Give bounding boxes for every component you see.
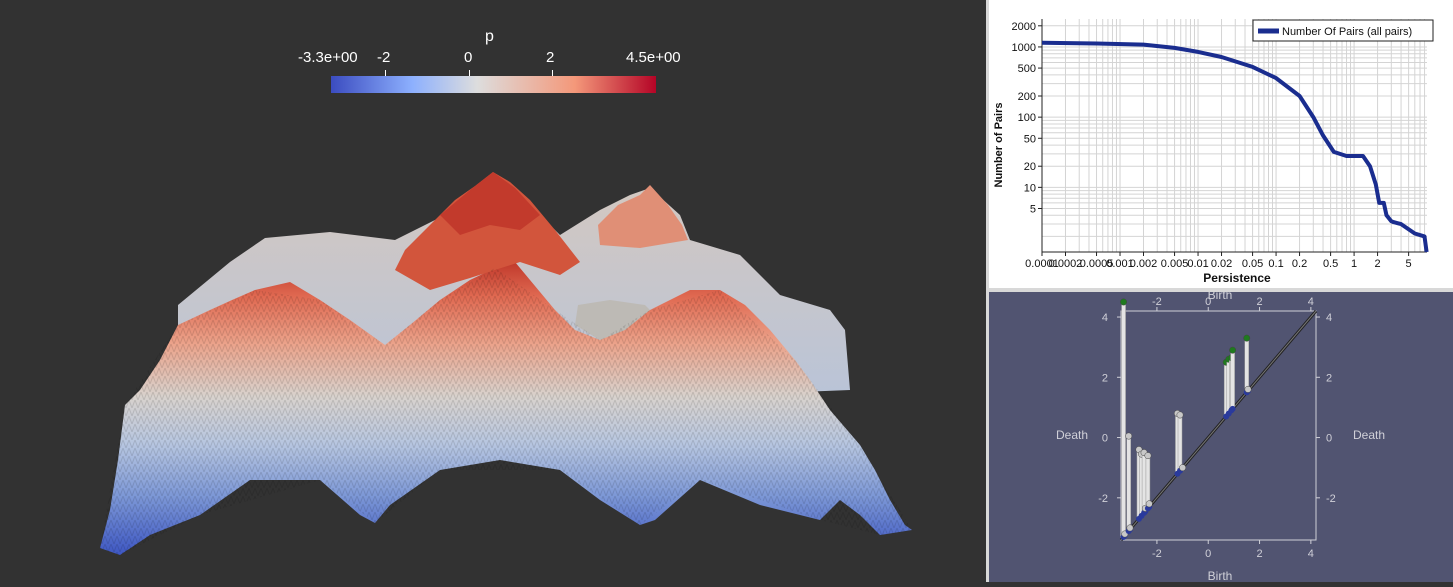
pd-pair (1120, 298, 1128, 540)
persistence-diagram-view[interactable]: -2 -2 -2 -2 0 0 0 0 2 2 2 2 4 4 4 4 Birth Birth Death D… (989, 288, 1453, 583)
x-tick-label: 0.02 (1211, 258, 1232, 270)
scalar-bar-min-label: -3.3e+00 (298, 49, 358, 66)
y-tick-label: 20 (1024, 161, 1036, 173)
y-tick-label: 200 (1018, 91, 1036, 103)
x-tick-label: 0.0002 (1049, 258, 1083, 270)
y-tick-label: 500 (1018, 63, 1036, 75)
scalar-bar-title: p (485, 28, 494, 45)
x-tick-label: 0.01 (1187, 258, 1208, 270)
pd-pair (1244, 385, 1252, 394)
y-tick-label: 2000 (1012, 21, 1036, 33)
pd-x-label-top: Birth (1208, 292, 1233, 302)
x-axis-title: Persistence (1203, 271, 1271, 285)
y-tick-label: 50 (1024, 133, 1036, 145)
x-tick-label: 0.1 (1268, 258, 1283, 270)
pd-tick-label: 2 (1256, 296, 1262, 308)
line-chart-view[interactable]: 0.0001 0.0002 0.0005 0.001 0.002 0.005 0.01 0.0… (989, 0, 1453, 288)
pd-tick-label: 2 (1102, 372, 1108, 384)
legend-entry: Number Of Pairs (all pairs) (1282, 26, 1412, 38)
view-splitter-horizontal[interactable] (989, 288, 1453, 292)
pd-pair (1125, 432, 1133, 534)
x-tick-label: 0.05 (1242, 258, 1263, 270)
scalar-bar-tick: -2 (377, 49, 391, 66)
pd-y-label-right: Death (1353, 428, 1385, 442)
pd-tick-label: 4 (1308, 548, 1314, 560)
x-tick-label: 2 (1375, 258, 1381, 270)
pd-x-label-bottom: Birth (1208, 569, 1233, 582)
pd-tick-label: -2 (1326, 493, 1336, 505)
pd-tick-label: -2 (1152, 548, 1162, 560)
pd-tick-label: 4 (1102, 312, 1108, 324)
y-tick-label: 100 (1018, 112, 1036, 124)
pd-pair (1145, 500, 1153, 510)
chart-series (1041, 40, 1429, 253)
pd-tick-label: 2 (1326, 372, 1332, 384)
pd-tick-label: -2 (1098, 493, 1108, 505)
y-axis-title: Number of Pairs (993, 103, 1005, 188)
x-tick-label: 0.005 (1161, 258, 1189, 270)
x-tick-label: 0.0005 (1080, 258, 1114, 270)
chart-legend[interactable]: Number Of Pairs (all pairs) (1252, 19, 1434, 42)
pd-pairs (1120, 298, 1252, 540)
red-peak (395, 172, 580, 290)
x-tick-label: 0.002 (1130, 258, 1158, 270)
scalar-bar-tick: 2 (546, 49, 555, 66)
scalar-bar-gradient (331, 76, 656, 93)
x-tick-label: 1 (1351, 258, 1357, 270)
y-tick-label: 10 (1024, 182, 1036, 194)
pd-pair (1176, 411, 1184, 474)
pd-tick-label: 0 (1326, 433, 1332, 445)
x-tick-label: 5 (1406, 258, 1412, 270)
pd-pair (1126, 524, 1134, 533)
view-splitter-vertical[interactable] (986, 0, 989, 582)
x-tick-label: 0.001 (1106, 258, 1134, 270)
pd-tick-label: 4 (1308, 296, 1314, 308)
scalar-bar-max-label: 4.5e+00 (626, 49, 681, 66)
x-tick-label: 0.0001 (1025, 258, 1059, 270)
pd-pair (1179, 464, 1187, 472)
scalar-bar-tick: 0 (464, 49, 473, 66)
scalar-bar[interactable]: p -3.3e+00 -2 0 2 4.5e+00 (290, 26, 710, 96)
y-tick-label: 5 (1030, 203, 1036, 215)
right-peak (598, 185, 688, 248)
pd-y-label-left: Death (1056, 428, 1088, 442)
pd-tick-label: 2 (1256, 548, 1262, 560)
render-view-3d[interactable]: p -3.3e+00 -2 0 2 4.5e+00 (0, 0, 986, 582)
pd-tick-label: -2 (1152, 296, 1162, 308)
pd-tick-label: 4 (1326, 312, 1332, 324)
pd-tick-label: 0 (1205, 296, 1211, 308)
pd-tick-label: 0 (1205, 548, 1211, 560)
pd-axes-frame (1119, 310, 1318, 541)
pd-tick-label: 0 (1102, 433, 1108, 445)
x-tick-label: 0.2 (1292, 258, 1307, 270)
y-tick-label: 1000 (1012, 42, 1036, 54)
series-line (1041, 40, 1429, 253)
pd-pair (1229, 346, 1237, 412)
chart-grid (1041, 19, 1427, 252)
x-tick-label: 0.5 (1323, 258, 1338, 270)
terrain-surface[interactable] (0, 0, 986, 582)
